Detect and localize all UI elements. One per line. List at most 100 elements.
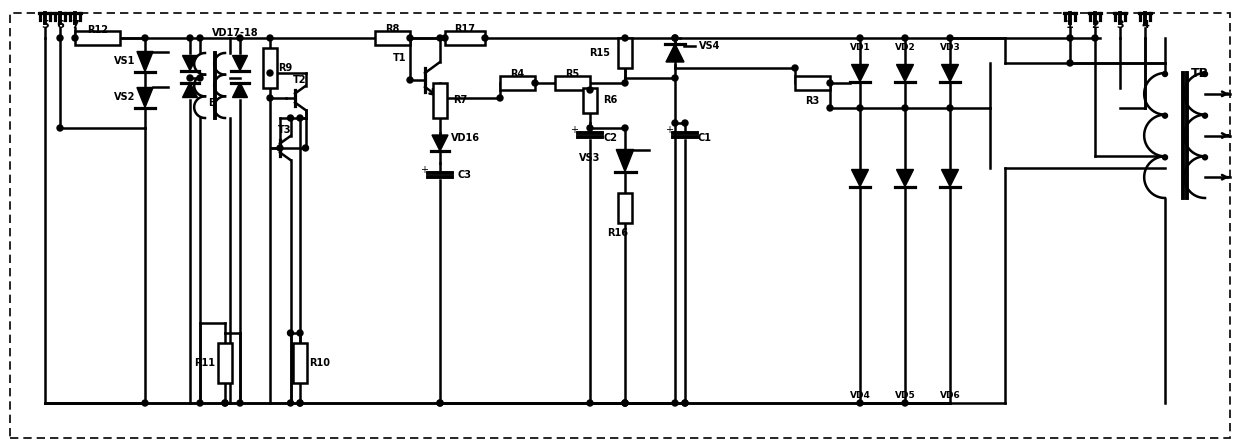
Circle shape — [1092, 35, 1097, 41]
Text: 3: 3 — [1116, 20, 1123, 30]
Circle shape — [197, 400, 203, 406]
Bar — [263, 48, 277, 88]
Circle shape — [622, 400, 627, 406]
Circle shape — [407, 77, 413, 83]
Circle shape — [441, 35, 448, 41]
Text: R7: R7 — [453, 95, 467, 105]
Bar — [433, 83, 446, 118]
Polygon shape — [136, 87, 153, 108]
Circle shape — [857, 105, 863, 111]
Circle shape — [1163, 72, 1168, 77]
Text: T2: T2 — [293, 75, 306, 85]
Polygon shape — [852, 65, 868, 82]
Circle shape — [587, 400, 593, 406]
Text: VD16: VD16 — [450, 133, 480, 143]
Text: 1: 1 — [1066, 20, 1074, 30]
Text: TB: TB — [1190, 66, 1209, 79]
Text: 6: 6 — [56, 20, 64, 30]
Circle shape — [1203, 155, 1208, 160]
Text: R5: R5 — [565, 69, 579, 79]
Text: 7: 7 — [71, 20, 79, 30]
Circle shape — [288, 400, 294, 406]
Circle shape — [436, 400, 443, 406]
Text: VS2: VS2 — [114, 92, 135, 102]
Text: R9: R9 — [278, 63, 293, 73]
Polygon shape — [897, 169, 914, 186]
Polygon shape — [136, 52, 153, 72]
Text: +: + — [420, 165, 428, 175]
Circle shape — [407, 35, 413, 41]
Text: R16: R16 — [608, 228, 629, 238]
Circle shape — [187, 75, 193, 81]
Circle shape — [197, 75, 203, 81]
Circle shape — [622, 35, 627, 41]
Circle shape — [1203, 113, 1208, 118]
Circle shape — [1066, 60, 1073, 66]
Text: T1: T1 — [393, 53, 407, 63]
Circle shape — [298, 115, 303, 121]
Text: VD1: VD1 — [849, 43, 870, 52]
Circle shape — [622, 400, 627, 406]
Text: VD2: VD2 — [894, 43, 915, 52]
Text: R3: R3 — [805, 96, 820, 106]
Text: R6: R6 — [603, 95, 618, 105]
Circle shape — [672, 120, 678, 126]
Circle shape — [57, 125, 63, 131]
Text: T3: T3 — [278, 125, 291, 135]
Circle shape — [622, 80, 627, 86]
Circle shape — [901, 400, 908, 406]
Circle shape — [482, 35, 489, 41]
Circle shape — [947, 105, 954, 111]
Circle shape — [672, 75, 678, 81]
Text: +: + — [570, 125, 578, 135]
Circle shape — [288, 330, 294, 336]
Text: R4: R4 — [511, 69, 525, 79]
Text: B: B — [208, 98, 216, 108]
Circle shape — [57, 35, 63, 41]
Bar — [445, 31, 485, 45]
Text: C2: C2 — [603, 133, 618, 143]
Text: VD5: VD5 — [894, 391, 915, 400]
Circle shape — [1163, 113, 1168, 118]
Circle shape — [672, 400, 678, 406]
Text: R8: R8 — [386, 24, 399, 34]
Text: R10: R10 — [310, 358, 331, 368]
Circle shape — [303, 145, 309, 151]
Circle shape — [587, 87, 593, 93]
Bar — [583, 88, 596, 113]
Text: R11: R11 — [195, 358, 216, 368]
Bar — [293, 343, 308, 383]
Circle shape — [672, 35, 678, 41]
Circle shape — [143, 400, 148, 406]
Circle shape — [1163, 155, 1168, 160]
Circle shape — [857, 35, 863, 41]
Circle shape — [682, 400, 688, 406]
Polygon shape — [233, 56, 248, 70]
Circle shape — [288, 115, 294, 121]
Polygon shape — [852, 169, 868, 186]
Circle shape — [298, 400, 303, 406]
Bar — [500, 76, 534, 90]
Text: VS3: VS3 — [579, 153, 600, 163]
Text: VS4: VS4 — [699, 41, 720, 51]
Text: C3: C3 — [458, 170, 472, 180]
Circle shape — [267, 35, 273, 41]
Circle shape — [682, 400, 688, 406]
Polygon shape — [897, 65, 914, 82]
Circle shape — [682, 120, 688, 126]
Circle shape — [222, 400, 228, 406]
Polygon shape — [616, 150, 634, 172]
Circle shape — [587, 125, 593, 131]
Polygon shape — [182, 56, 197, 70]
Text: VD3: VD3 — [940, 43, 960, 52]
Polygon shape — [182, 82, 197, 98]
Text: VD4: VD4 — [849, 391, 870, 400]
Text: R17: R17 — [455, 24, 475, 34]
Text: VD17-18: VD17-18 — [212, 28, 258, 38]
Bar — [618, 193, 632, 223]
Circle shape — [827, 105, 833, 111]
Circle shape — [901, 105, 908, 111]
Text: C1: C1 — [698, 133, 712, 143]
Text: VD6: VD6 — [940, 391, 960, 400]
Circle shape — [222, 400, 228, 406]
